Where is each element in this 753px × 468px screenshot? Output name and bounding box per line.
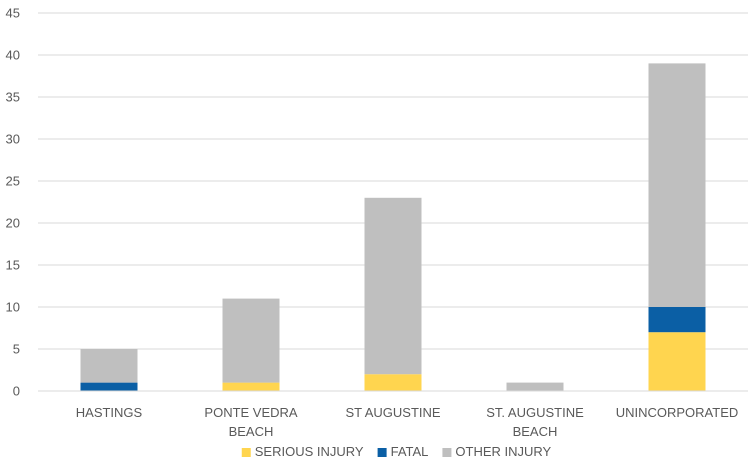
bar-other-injury-1 [222,298,280,383]
x-tick-label: ST AUGUSTINE [345,405,440,420]
x-tick-label: BEACH [513,424,558,439]
legend-label: FATAL [391,444,429,459]
bar-serious-injury-2 [364,374,422,391]
x-tick-label: ST. AUGUSTINE [486,405,584,420]
y-tick-label: 15 [6,258,20,273]
legend-label: SERIOUS INJURY [255,444,364,459]
legend-swatch [241,448,251,457]
gridlines [38,12,748,350]
bar-other-injury-2 [364,197,422,375]
x-tick-label: BEACH [229,424,274,439]
bar-fatal-0 [80,382,138,391]
y-tick-label: 25 [6,174,20,189]
bar-serious-injury-4 [648,332,706,391]
bar-other-injury-0 [80,349,138,383]
legend-item: SERIOUS INJURY [241,444,364,459]
legend-item: OTHER INJURY [442,444,552,459]
bar-other-injury-3 [506,382,564,391]
bar-fatal-4 [648,307,706,333]
y-tick-label: 5 [13,342,20,357]
y-tick-label: 30 [6,132,20,147]
legend-swatch [377,448,387,457]
x-tick-label: HASTINGS [76,405,143,420]
x-tick-label: UNINCORPORATED [616,405,739,420]
bar-other-injury-4 [648,63,706,308]
x-axis: HASTINGS PONTE VEDRA BEACH ST AUGUSTINE ST. … [38,390,748,439]
x-tick-label: PONTE VEDRA [204,405,298,420]
legend-item: FATAL [377,444,429,459]
bar-serious-injury-1 [222,382,280,391]
y-tick-label: 20 [6,216,20,231]
legend: SERIOUS INJURY FATAL OTHER INJURY [241,444,552,459]
y-tick-label: 35 [6,90,20,105]
y-tick-label: 0 [13,384,20,399]
legend-swatch [442,448,452,457]
bars [80,63,706,391]
y-axis: 0 5 10 15 20 25 30 35 40 45 [6,6,20,399]
y-tick-label: 40 [6,48,20,63]
y-tick-label: 45 [6,6,20,21]
legend-label: OTHER INJURY [455,444,551,459]
y-tick-label: 10 [6,300,20,315]
